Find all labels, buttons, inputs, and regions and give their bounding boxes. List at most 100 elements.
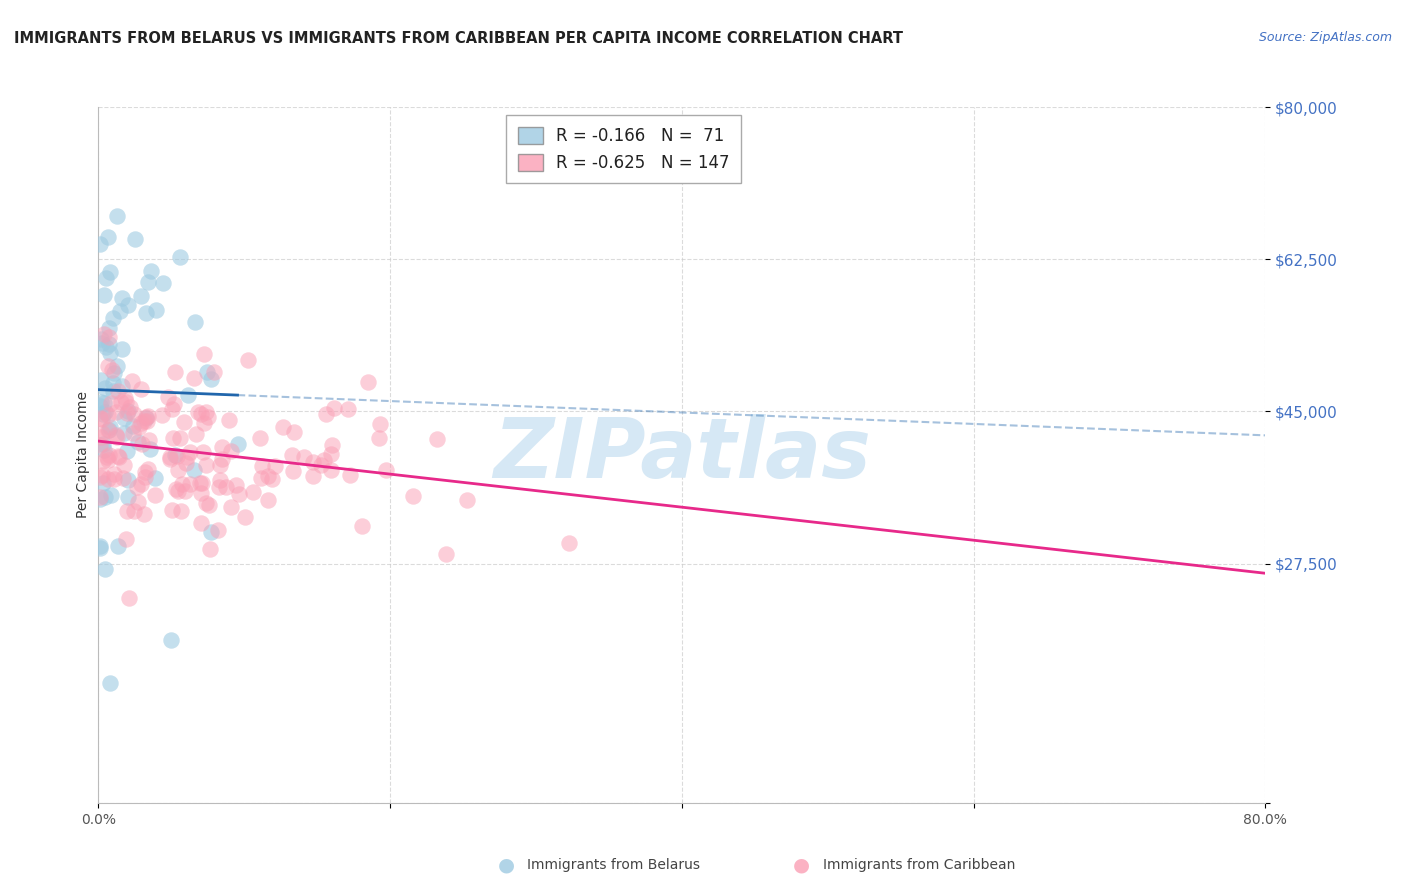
Point — [190, 516, 212, 531]
Point — [170, 476, 193, 491]
Point — [128, 420, 150, 434]
Point — [103, 467, 125, 481]
Point — [139, 442, 162, 456]
Point — [339, 467, 361, 482]
Point — [218, 413, 240, 427]
Point — [89, 540, 111, 554]
Point — [132, 414, 155, 428]
Point — [110, 378, 132, 392]
Point — [195, 458, 218, 473]
Point — [187, 405, 209, 419]
Point — [177, 388, 200, 402]
Point — [456, 493, 478, 508]
Point — [103, 366, 125, 380]
Point — [115, 443, 138, 458]
Point — [309, 458, 332, 473]
Point — [323, 401, 346, 415]
Point — [103, 311, 125, 326]
Point — [97, 472, 120, 486]
Point — [184, 427, 207, 442]
Point — [129, 417, 152, 431]
Point — [221, 443, 243, 458]
Text: ●: ● — [793, 855, 810, 875]
Point — [281, 464, 304, 478]
Point — [98, 320, 121, 334]
Point — [249, 471, 271, 485]
Point — [160, 503, 183, 517]
Point — [169, 431, 191, 445]
Point — [167, 463, 190, 477]
Point — [107, 540, 129, 554]
Point — [337, 401, 360, 416]
Point — [152, 408, 174, 422]
Point — [190, 485, 212, 500]
Point — [402, 489, 425, 503]
Point — [97, 408, 120, 422]
Point — [89, 438, 111, 452]
Point — [294, 450, 316, 464]
Point — [219, 500, 242, 514]
Point — [159, 452, 181, 467]
Point — [89, 490, 111, 504]
Point — [94, 340, 117, 354]
Point — [93, 442, 115, 457]
Point — [105, 430, 128, 444]
Point — [173, 484, 195, 499]
Point — [107, 449, 129, 463]
Point — [174, 456, 197, 470]
Point — [89, 411, 111, 425]
Point — [111, 291, 134, 305]
Point — [98, 330, 121, 344]
Point — [183, 370, 205, 384]
Point — [112, 411, 135, 425]
Point — [141, 264, 163, 278]
Point — [118, 591, 141, 605]
Point — [257, 469, 280, 483]
Point — [101, 384, 124, 398]
Text: Source: ZipAtlas.com: Source: ZipAtlas.com — [1258, 31, 1392, 45]
Legend: R = -0.166   N =  71, R = -0.625   N = 147: R = -0.166 N = 71, R = -0.625 N = 147 — [506, 115, 741, 184]
Point — [117, 298, 139, 312]
Point — [100, 488, 122, 502]
Point — [100, 395, 122, 409]
Point — [132, 508, 155, 522]
Point — [90, 426, 112, 441]
Point — [160, 401, 183, 416]
Point — [115, 406, 138, 420]
Point — [110, 394, 132, 409]
Point — [103, 472, 125, 486]
Point — [208, 458, 231, 472]
Point — [165, 448, 187, 462]
Point — [166, 449, 188, 463]
Point — [89, 400, 111, 414]
Point — [98, 420, 121, 434]
Point — [169, 250, 191, 264]
Point — [183, 463, 205, 477]
Point — [194, 496, 217, 510]
Point — [301, 469, 323, 483]
Point — [97, 424, 120, 438]
Point — [90, 394, 112, 409]
Point — [105, 428, 128, 442]
Point — [117, 404, 139, 418]
Point — [211, 440, 233, 454]
Point — [111, 342, 134, 356]
Point — [90, 430, 112, 444]
Point — [179, 445, 201, 459]
Point — [152, 276, 174, 290]
Point — [368, 417, 391, 431]
Point — [225, 477, 247, 491]
Point — [426, 432, 449, 446]
Point — [193, 416, 215, 430]
Point — [271, 420, 294, 434]
Point — [127, 480, 149, 494]
Point — [312, 452, 335, 467]
Point — [94, 405, 117, 419]
Point — [131, 437, 153, 451]
Point — [100, 675, 122, 690]
Point — [135, 409, 157, 424]
Point — [249, 431, 271, 445]
Point — [89, 491, 111, 506]
Point — [170, 504, 193, 518]
Point — [163, 397, 186, 411]
